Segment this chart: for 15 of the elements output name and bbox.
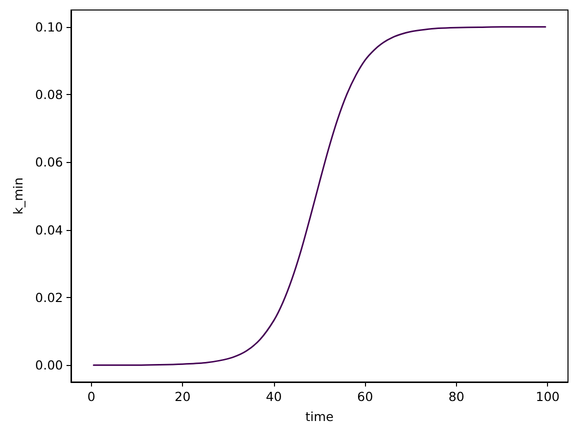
x-tick-label: 80 — [448, 389, 464, 404]
x-tick-label: 40 — [266, 389, 282, 404]
y-tick-label: 0.02 — [35, 290, 63, 305]
y-tick-label: 0.08 — [35, 87, 64, 102]
x-tick-label: 100 — [536, 389, 560, 404]
y-tick-label: 0.06 — [35, 154, 64, 170]
x-tick-label: 60 — [357, 389, 374, 404]
line-series — [92, 26, 546, 366]
y-tick-label: 0.04 — [35, 222, 64, 238]
y-tick-label: 0.10 — [35, 19, 64, 34]
x-tick-label: 0 — [87, 389, 96, 404]
x-axis-title: time — [305, 409, 334, 424]
x-tick-label: 20 — [174, 389, 191, 404]
y-tick-label: 0.00 — [35, 358, 64, 373]
y-axis-title: k_min — [10, 177, 26, 215]
